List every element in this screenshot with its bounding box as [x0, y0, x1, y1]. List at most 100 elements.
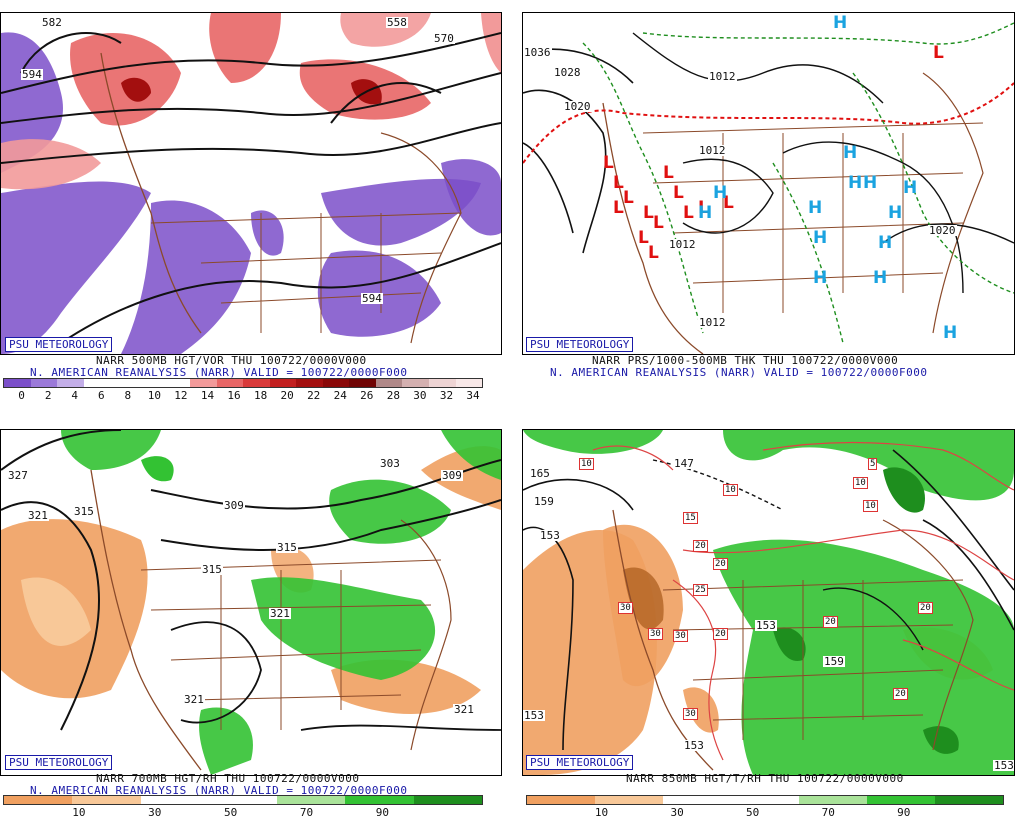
- high-pressure-symbol: H: [713, 183, 728, 203]
- temperature-label: 20: [713, 628, 728, 640]
- low-pressure-symbol: L: [623, 188, 634, 208]
- map-title: NARR 850MB HGT/T/RH THU 100722/0000V000: [626, 772, 904, 785]
- temperature-label: 30: [673, 630, 688, 642]
- temperature-label: 10: [863, 500, 878, 512]
- colorbar-swatch: [30, 379, 58, 387]
- pressure-label: 1020: [928, 224, 957, 237]
- map-500mb: 582 594 558 570 594: [0, 12, 502, 355]
- contour-label: 159: [823, 655, 845, 668]
- contour-label: 321: [269, 607, 291, 620]
- colorbar-tick-label: 50: [223, 806, 238, 819]
- contour-label: 315: [201, 563, 223, 576]
- temperature-label: 10: [853, 477, 868, 489]
- colorbar-tick-label: 10: [594, 806, 609, 819]
- low-pressure-symbol: L: [643, 203, 654, 223]
- colorbar-tick-label: 30: [413, 389, 427, 402]
- colorbar-tick-label: 34: [466, 389, 480, 402]
- panel-500mb-vorticity: 582 594 558 570 594 PSU METEOROLOGY NARR…: [0, 0, 512, 409]
- colorbar-swatch: [269, 379, 297, 387]
- colorbar-tick-label: 24: [333, 389, 347, 402]
- temperature-label: 20: [918, 602, 933, 614]
- contour-label: 321: [27, 509, 49, 522]
- pressure-label: 1036: [523, 46, 552, 59]
- colorbar-tick-label: 6: [97, 389, 105, 402]
- low-pressure-symbol: L: [723, 193, 734, 213]
- contour-label: 327: [7, 469, 29, 482]
- colorbar-tick-label: 8: [124, 389, 132, 402]
- contour-label: 147: [673, 457, 695, 470]
- temperature-label: 25: [693, 584, 708, 596]
- colorbar-swatch: [345, 796, 414, 804]
- temperature-label: 20: [693, 540, 708, 552]
- temperature-label: 10: [723, 484, 738, 496]
- low-pressure-symbol: L: [698, 198, 709, 218]
- contour-label: 153: [755, 619, 777, 632]
- colorbar-swatch: [216, 379, 244, 387]
- contour-label: 594: [361, 292, 383, 305]
- high-pressure-symbol: H: [843, 143, 858, 163]
- map-700mb-graphic: [1, 430, 501, 775]
- high-pressure-symbol: H: [813, 228, 828, 248]
- colorbar-tick-label: 32: [439, 389, 454, 402]
- contour-label: 165: [529, 467, 551, 480]
- colorbar-swatch: [4, 379, 31, 387]
- map-thickness: 1036 1028 1020 1012 1012 1012 1020 1012 …: [522, 12, 1015, 355]
- map-850mb-graphic: [523, 430, 1014, 775]
- high-pressure-symbol: H: [808, 198, 823, 218]
- contour-label: 153: [539, 529, 561, 542]
- colorbar-tick-label: 50: [746, 806, 760, 819]
- contour-label: 159: [533, 495, 555, 508]
- temperature-label: 30: [683, 708, 698, 720]
- low-pressure-symbol: L: [638, 228, 649, 248]
- colorbar-tick-label: 2: [44, 389, 52, 402]
- contour-label: 570: [433, 32, 455, 45]
- colorbar-tick-label: 26: [360, 389, 374, 402]
- colorbar-swatch: [527, 796, 595, 804]
- panel-850mb-rh: 165 159 153 147 153 159 153 153 153 10 10…: [512, 409, 1024, 819]
- colorbar-swatch: [243, 379, 270, 387]
- colorbar-tick-label: 10: [147, 389, 161, 402]
- high-pressure-symbol: H: [833, 13, 848, 33]
- rh-colorbar: [3, 795, 483, 805]
- high-pressure-symbol: H: [878, 233, 893, 253]
- low-pressure-symbol: L: [603, 153, 614, 173]
- high-pressure-symbol: H: [888, 203, 903, 223]
- high-pressure-symbol: H: [873, 268, 888, 288]
- map-700mb: 327 321 315 309 303 309 315 315 321 321 …: [0, 429, 502, 776]
- colorbar-tick-label: 14: [200, 389, 215, 402]
- colorbar-swatch: [935, 796, 1003, 804]
- contour-label: 153: [993, 759, 1014, 772]
- pressure-label: 1012: [708, 70, 737, 83]
- colorbar-tick-label: 20: [280, 389, 294, 402]
- colorbar-swatch: [413, 796, 482, 804]
- colorbar-swatch: [867, 796, 935, 804]
- colorbar-swatch: [799, 796, 867, 804]
- map-subtitle: N. AMERICAN REANALYSIS (NARR) VALID = 10…: [550, 366, 928, 379]
- map-850mb: 165 159 153 147 153 159 153 153 153 10 10…: [522, 429, 1015, 776]
- colorbar-swatch: [429, 379, 456, 387]
- high-pressure-symbol: H: [943, 323, 958, 343]
- colorbar-swatch: [402, 379, 429, 387]
- contour-label: 315: [276, 541, 298, 554]
- low-pressure-symbol: L: [683, 203, 694, 223]
- colorbar-swatch: [110, 379, 137, 387]
- temperature-label: 30: [618, 602, 633, 614]
- colorbar-swatch: [322, 379, 350, 387]
- colorbar-swatch: [375, 379, 403, 387]
- colorbar-tick-label: 22: [307, 389, 321, 402]
- colorbar-swatch: [83, 379, 111, 387]
- colorbar-swatch: [72, 796, 141, 804]
- colorbar-swatch: [595, 796, 663, 804]
- map-title: NARR 500MB HGT/VOR THU 100722/0000V000: [96, 354, 367, 367]
- psu-meteorology-label: PSU METEOROLOGY: [5, 337, 113, 352]
- colorbar-tick-label: 30: [670, 806, 684, 819]
- map-subtitle: N. AMERICAN REANALYSIS (NARR) VALID = 10…: [30, 784, 408, 797]
- high-pressure-symbol: H: [848, 173, 863, 193]
- contour-label: 582: [41, 16, 63, 29]
- contour-label: 303: [379, 457, 401, 470]
- pressure-label: 1012: [698, 144, 727, 157]
- pressure-label: 1028: [553, 66, 582, 79]
- high-pressure-symbol: H: [698, 203, 713, 223]
- colorbar-tick-label: 30: [148, 806, 162, 819]
- psu-meteorology-label: PSU METEOROLOGY: [526, 337, 634, 352]
